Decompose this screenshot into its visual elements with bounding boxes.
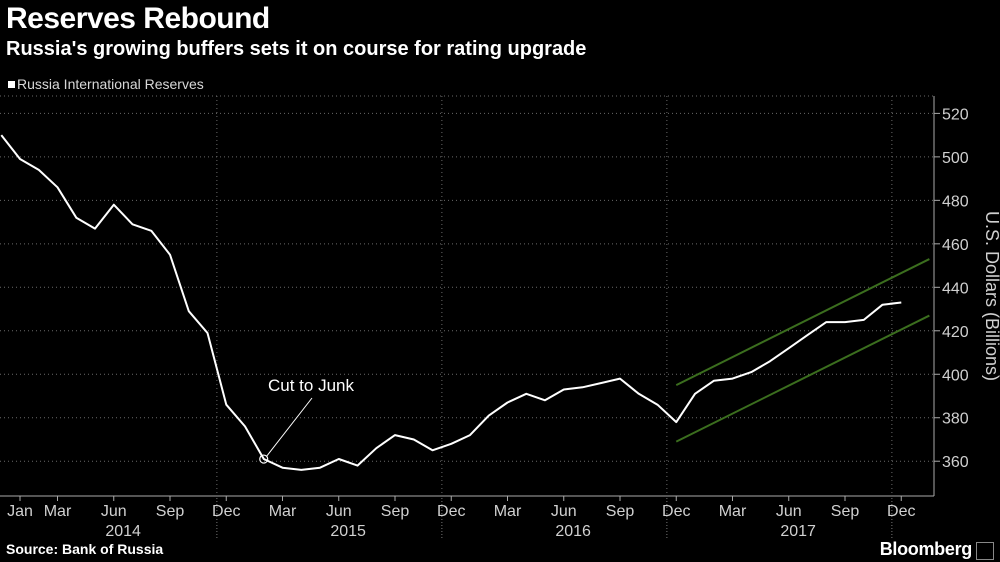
- x-tick-label: Mar: [269, 503, 297, 520]
- legend-label: Russia International Reserves: [17, 76, 204, 92]
- trend-channel-upper: [675, 258, 930, 387]
- y-tick-label: 440: [942, 280, 969, 297]
- x-tick-label: Dec: [212, 503, 240, 520]
- y-tick-label: 480: [942, 193, 969, 210]
- x-year-label: 2016: [555, 523, 591, 540]
- x-tick-label: Sep: [381, 503, 410, 520]
- legend-swatch: [8, 80, 15, 88]
- trend-channel-lower: [675, 314, 930, 443]
- x-tick-label: Jun: [326, 503, 352, 520]
- x-tick-label: Mar: [44, 503, 72, 520]
- x-year-label: 2015: [330, 523, 366, 540]
- y-tick-label: 520: [942, 106, 969, 123]
- chart-subtitle: Russia's growing buffers sets it on cour…: [6, 38, 587, 60]
- x-tick-label: Jun: [776, 503, 802, 520]
- x-tick-label: Dec: [887, 503, 915, 520]
- x-tick-label: Sep: [831, 503, 860, 520]
- series-line-reserves: [0, 134, 902, 471]
- x-tick-label: Sep: [606, 503, 635, 520]
- y-tick-label: 400: [942, 367, 969, 384]
- x-tick-label: Sep: [156, 503, 185, 520]
- annotation-marker: [259, 454, 269, 464]
- x-year-label: 2014: [105, 523, 141, 540]
- x-tick-label: Jun: [101, 503, 127, 520]
- x-tick-label: Dec: [437, 503, 465, 520]
- x-tick-label: Jun: [551, 503, 577, 520]
- y-tick-label: 420: [942, 324, 969, 341]
- y-axis-title: U.S. Dollars (Billions): [982, 211, 1000, 381]
- source-note: Source: Bank of Russia: [6, 541, 164, 557]
- y-tick-label: 500: [942, 150, 969, 167]
- y-tick-label: 360: [942, 454, 969, 471]
- x-tick-label: Jan: [7, 503, 33, 520]
- annotation-leader: [266, 397, 313, 457]
- x-year-label: 2017: [780, 523, 816, 540]
- chart-title: Reserves Rebound: [6, 2, 270, 35]
- y-tick-label: 380: [942, 411, 969, 428]
- legend: Russia International Reserves: [8, 76, 204, 92]
- annotation-label: Cut to Junk: [268, 376, 354, 395]
- y-tick-label: 460: [942, 237, 969, 254]
- bloomberg-logo: Bloomberg: [879, 539, 973, 559]
- x-tick-label: Mar: [719, 503, 747, 520]
- logo-box-icon: [976, 542, 994, 560]
- x-tick-label: Dec: [662, 503, 690, 520]
- x-tick-label: Mar: [494, 503, 522, 520]
